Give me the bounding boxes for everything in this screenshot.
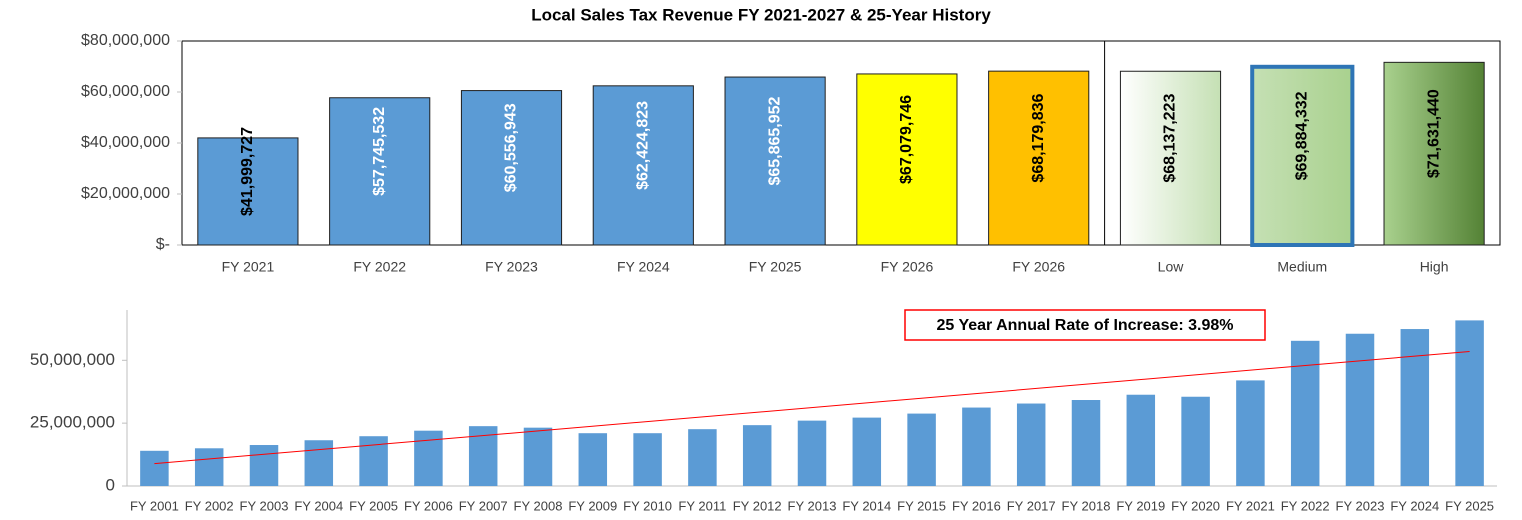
bar (633, 433, 662, 486)
x-tick-label: FY 2024 (1390, 498, 1439, 513)
bar (1400, 329, 1430, 486)
x-tick-label: FY 2006 (404, 498, 453, 513)
y-tick-label: $40,000,000 (81, 134, 170, 151)
bar (1181, 396, 1210, 486)
value-label: $67,079,746 (898, 95, 915, 184)
x-tick-label: FY 2021 (222, 259, 275, 275)
value-label: $68,179,836 (1030, 93, 1047, 182)
bar (1119, 70, 1222, 246)
x-tick-label: FY 2017 (1007, 498, 1056, 513)
annotation-box (904, 309, 1266, 341)
y-tick-label: 25,000,000 (30, 413, 115, 432)
y-tick-label: $- (156, 236, 170, 253)
bar (1455, 320, 1484, 486)
x-tick-label: FY 2020 (1171, 498, 1220, 513)
bar (797, 420, 827, 486)
value-label: $62,424,823 (635, 101, 652, 190)
x-tick-label: FY 2025 (749, 259, 802, 275)
bar (1290, 340, 1320, 486)
bar (592, 85, 694, 246)
bar (856, 73, 958, 246)
bar (460, 90, 563, 246)
y-tick-label: $60,000,000 (81, 83, 170, 100)
annotation: 25 Year Annual Rate of Increase: 3.98% (936, 317, 1233, 334)
y-tick-label: 50,000,000 (30, 350, 115, 369)
bar (688, 429, 717, 486)
x-tick-label: FY 2010 (623, 498, 672, 513)
y-tick-label: 0 (106, 475, 115, 494)
y-tick-label: $20,000,000 (81, 185, 170, 202)
bar (1071, 400, 1101, 486)
x-tick-label: FY 2023 (485, 259, 538, 275)
x-tick-label: FY 2009 (568, 498, 617, 513)
value-label: $65,865,952 (766, 96, 783, 185)
bar (1016, 403, 1046, 486)
x-tick-label: FY 2019 (1116, 498, 1165, 513)
x-tick-label: FY 2016 (952, 498, 1001, 513)
x-tick-label: FY 2005 (349, 498, 398, 513)
x-tick-label: FY 2004 (294, 498, 343, 513)
bar (742, 425, 772, 486)
x-tick-label: FY 2026 (881, 259, 934, 275)
bar (578, 433, 608, 486)
x-tick-label: High (1420, 259, 1449, 275)
x-tick-label: FY 2022 (353, 259, 406, 275)
x-tick-label: FY 2002 (185, 498, 234, 513)
x-tick-label: FY 2025 (1445, 498, 1494, 513)
value-label: $68,137,223 (1162, 94, 1179, 183)
x-tick-label: FY 2024 (617, 259, 670, 275)
x-tick-label: FY 2001 (130, 498, 179, 513)
x-tick-label: Medium (1277, 259, 1327, 275)
value-label: $69,884,332 (1294, 91, 1311, 180)
x-tick-label: FY 2021 (1226, 498, 1275, 513)
x-tick-label: FY 2022 (1281, 498, 1330, 513)
bar (1236, 380, 1265, 486)
bar (1126, 394, 1156, 486)
bar (852, 417, 882, 486)
bar (194, 448, 224, 486)
bar (962, 407, 991, 486)
bar (523, 427, 553, 486)
bar (329, 97, 431, 246)
value-label: $71,631,440 (1425, 89, 1442, 178)
bar (1345, 333, 1375, 486)
x-tick-label: FY 2011 (678, 498, 726, 513)
trendline (154, 350, 1470, 465)
bar (1383, 61, 1485, 246)
x-tick-label: FY 2007 (459, 498, 508, 513)
x-tick-label: FY 2003 (240, 498, 289, 513)
x-tick-label: FY 2023 (1336, 498, 1385, 513)
bar (304, 440, 334, 486)
bar (907, 413, 936, 486)
x-tick-label: FY 2026 (1012, 259, 1065, 275)
chart-title: Local Sales Tax Revenue FY 2021-2027 & 2… (531, 5, 991, 24)
value-label: $60,556,943 (503, 103, 520, 192)
y-tick-label: $80,000,000 (81, 32, 170, 49)
bar (249, 445, 279, 486)
x-tick-label: FY 2018 (1062, 498, 1111, 513)
bar (1250, 64, 1355, 247)
bar (197, 137, 299, 246)
x-tick-label: FY 2014 (842, 498, 891, 513)
x-tick-label: FY 2013 (788, 498, 837, 513)
value-label: $41,999,727 (239, 127, 256, 216)
x-tick-label: Low (1158, 259, 1185, 275)
x-tick-label: FY 2008 (514, 498, 563, 513)
bar (724, 76, 826, 246)
value-label: $57,745,532 (371, 107, 388, 196)
bar (140, 450, 169, 486)
x-tick-label: FY 2012 (733, 498, 782, 513)
bar (988, 70, 1090, 246)
x-tick-label: FY 2015 (897, 498, 946, 513)
